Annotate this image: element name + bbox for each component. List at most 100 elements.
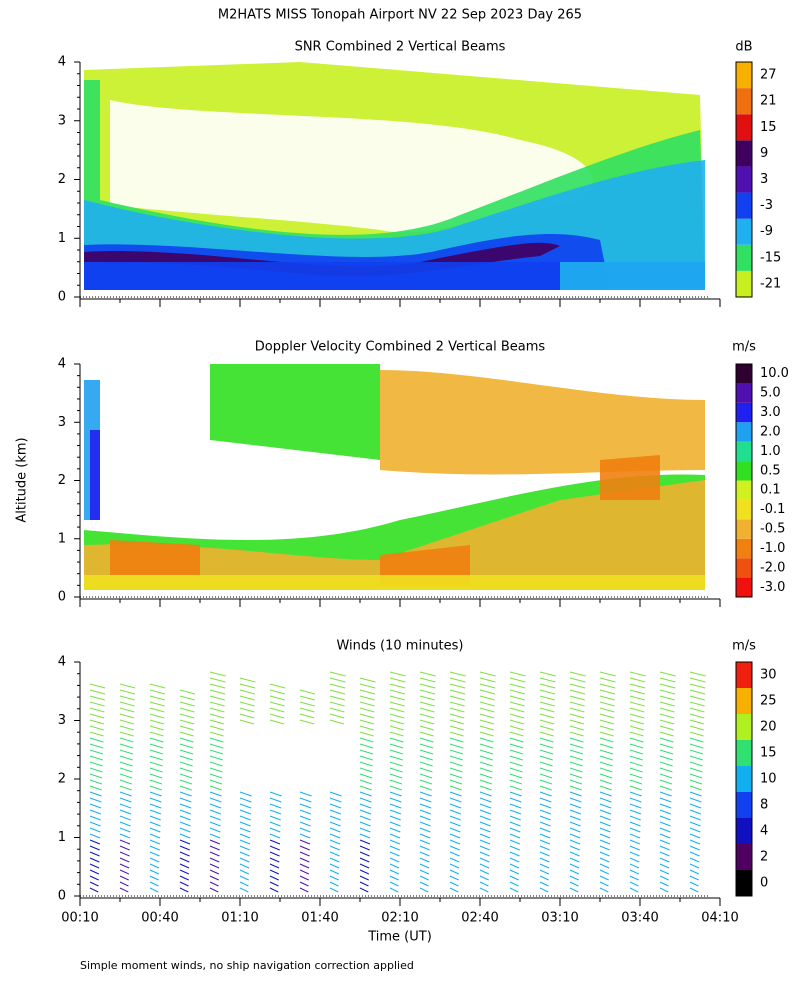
wind-barb: [659, 875, 669, 881]
wind-barb: [359, 881, 369, 887]
colorbar-label: 0.1: [760, 483, 781, 498]
wind-barb: [149, 731, 164, 737]
wind-barb: [419, 725, 434, 731]
wind-barb: [659, 755, 673, 761]
wind-barb: [629, 719, 645, 725]
echo-region: [600, 455, 660, 500]
wind-barb: [89, 881, 99, 887]
wind-barb: [629, 779, 643, 785]
wind-barb: [479, 761, 493, 767]
wind-barb: [329, 851, 340, 857]
wind-barb: [449, 695, 465, 701]
colorbar-label: 21: [760, 94, 777, 109]
wind-barb: [599, 869, 610, 875]
wind-barb: [299, 719, 315, 725]
wind-barb: [629, 797, 642, 803]
wind-barb: [599, 809, 612, 815]
wind-barb: [89, 803, 102, 809]
wind-barb: [209, 803, 222, 809]
colorbar-frame: [735, 661, 753, 897]
wind-barb: [149, 803, 162, 809]
wind-barb: [179, 827, 191, 833]
wind-barb: [689, 797, 702, 803]
wind-barb: [89, 719, 105, 725]
wind-barb: [119, 803, 132, 809]
wind-barb: [449, 887, 459, 893]
wind-barb: [299, 707, 315, 713]
wind-barb: [479, 695, 495, 701]
wind-barb: [239, 809, 252, 815]
wind-barb: [539, 803, 552, 809]
wind-barb: [359, 833, 371, 839]
wind-barb: [509, 851, 520, 857]
wind-barb: [209, 731, 224, 737]
wind-barb: [539, 737, 554, 743]
wind-barb: [269, 719, 285, 725]
wind-barb: [119, 761, 133, 767]
wind-barb: [599, 731, 614, 737]
wind-barb: [239, 839, 251, 845]
wind-barb: [659, 749, 674, 755]
wind-barb: [479, 725, 494, 731]
wind-barb: [209, 821, 221, 827]
wind-barb: [89, 761, 103, 767]
wind-barb: [509, 677, 526, 683]
wind-barb: [659, 881, 669, 887]
wind-barb: [599, 845, 610, 851]
wind-barb: [299, 839, 311, 845]
colorbar-segment: [736, 870, 752, 896]
wind-barb: [359, 827, 371, 833]
wind-barb: [569, 701, 585, 707]
wind-barb: [359, 785, 372, 791]
colorbar-label: 1.0: [760, 444, 781, 459]
wind-barb: [389, 779, 403, 785]
wind-barb: [419, 683, 436, 689]
wind-barb: [659, 845, 670, 851]
wind-barb: [569, 803, 582, 809]
wind-barb: [209, 791, 222, 797]
wind-barb: [119, 695, 135, 701]
wind-barb: [539, 719, 555, 725]
wind-barb: [419, 767, 433, 773]
wind-barb: [539, 767, 553, 773]
wind-barb: [479, 671, 496, 677]
wind-barb: [179, 689, 196, 695]
wind-barb: [209, 671, 226, 677]
wind-barb: [509, 869, 520, 875]
colorbar-segment: [736, 792, 752, 818]
wind-barb: [509, 815, 521, 821]
wind-barb: [89, 695, 105, 701]
wind-barb: [599, 743, 614, 749]
wind-barb: [389, 815, 401, 821]
colorbar-segment: [736, 383, 752, 403]
wind-barb: [359, 737, 374, 743]
wind-barb: [569, 767, 583, 773]
wind-barb: [209, 689, 226, 695]
wind-barb: [419, 857, 430, 863]
wind-barb: [269, 857, 280, 863]
wind-barb: [539, 869, 550, 875]
wind-barb: [419, 827, 431, 833]
echo-region: [560, 262, 705, 290]
wind-barb: [119, 857, 130, 863]
wind-barb: [389, 755, 403, 761]
colorbar-segment: [736, 140, 752, 167]
wind-barb: [299, 863, 310, 869]
figure-title: M2HATS MISS Tonopah Airport NV 22 Sep 20…: [218, 8, 582, 23]
wind-barb: [599, 755, 613, 761]
wind-barb: [629, 731, 644, 737]
wind-barb: [209, 809, 222, 815]
wind-barb: [569, 815, 581, 821]
wind-barb: [689, 719, 705, 725]
wind-barb: [329, 815, 341, 821]
wind-barb: [419, 815, 431, 821]
wind-barb: [659, 797, 672, 803]
wind-barb: [329, 803, 342, 809]
wind-barb: [569, 881, 579, 887]
colorbar-unit: m/s: [732, 639, 756, 654]
wind-barb: [479, 851, 490, 857]
wind-barb: [599, 779, 613, 785]
wind-barb: [599, 863, 610, 869]
x-tick-label: 00:40: [141, 911, 178, 926]
wind-barb: [629, 761, 643, 767]
